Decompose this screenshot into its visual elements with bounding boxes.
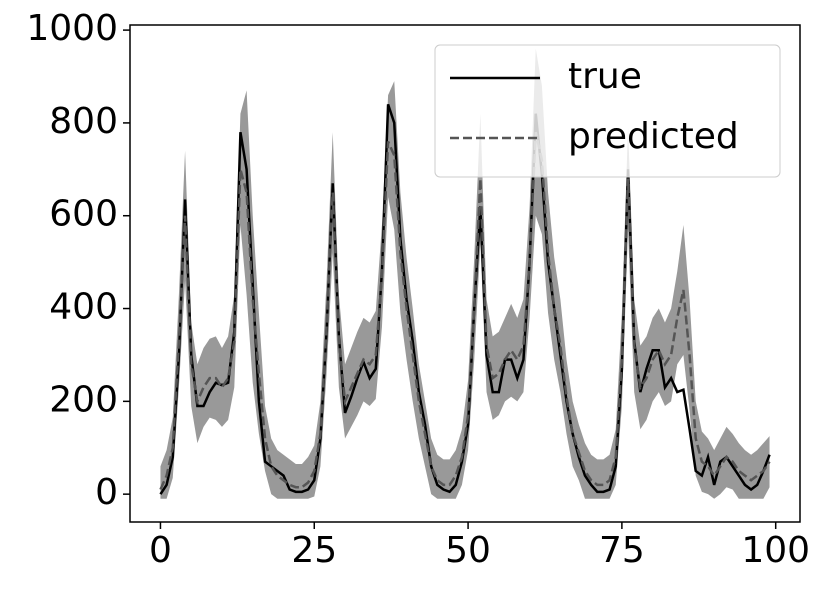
y-tick-label: 200 <box>49 379 118 420</box>
y-tick-label: 0 <box>95 472 118 513</box>
y-tick-label: 800 <box>49 101 118 142</box>
legend-label: true <box>568 56 642 97</box>
confidence-band <box>160 48 770 499</box>
x-tick-label: 75 <box>599 530 645 571</box>
y-tick-label: 1000 <box>26 8 118 49</box>
legend-label: predicted <box>568 116 739 157</box>
legend: true predicted <box>434 44 781 178</box>
x-tick-label: 25 <box>291 530 337 571</box>
series-line <box>159 131 771 491</box>
x-tick-label: 0 <box>149 530 172 571</box>
x-tick-label: 100 <box>741 530 810 571</box>
x-tick-label: 50 <box>445 530 491 571</box>
y-tick-label: 400 <box>49 287 118 328</box>
y-tick-label: 600 <box>49 194 118 235</box>
plot-frame <box>129 24 801 523</box>
